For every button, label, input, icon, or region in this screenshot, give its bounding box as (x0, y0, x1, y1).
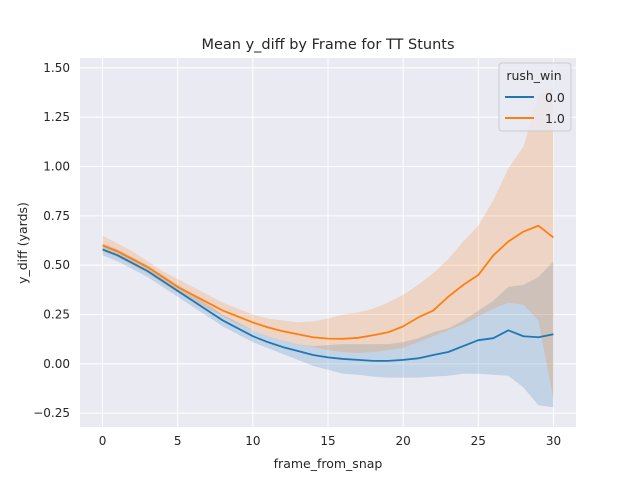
x-tick-labels: 0 5 10 15 20 25 30 (99, 434, 561, 448)
y-tick-label: 0.75 (43, 209, 70, 223)
x-tick-label: 15 (320, 434, 335, 448)
line-series-1 (102, 224, 555, 340)
line-series-0 (102, 248, 554, 362)
chart-title: Mean y_diff by Frame for TT Stunts (201, 37, 454, 53)
legend-label-series-0: 0.0 (545, 90, 565, 105)
legend-label-series-1: 1.0 (545, 111, 565, 126)
y-tick-label: 0.50 (43, 258, 70, 272)
x-tick-label: 30 (546, 434, 561, 448)
ci-band-series-0 (102, 243, 554, 408)
ci-band-series-1 (102, 87, 554, 400)
y-axis-label: y_diff (yards) (15, 202, 30, 284)
legend-title: rush_win (506, 68, 561, 83)
x-tick-label: 25 (471, 434, 486, 448)
x-tick-label: 10 (245, 434, 260, 448)
y-tick-label: −0.25 (33, 406, 70, 420)
x-axis-label: frame_from_snap (274, 456, 383, 471)
y-tick-label: 1.25 (43, 110, 70, 124)
legend-box (498, 62, 572, 132)
y-tick-label: 0.00 (43, 357, 70, 371)
ci-band-layer (102, 87, 554, 408)
x-tick-label: 20 (396, 434, 411, 448)
x-tick-label: 5 (174, 434, 182, 448)
grid-layer (80, 58, 576, 427)
y-tick-label: 0.25 (43, 308, 70, 322)
y-tick-labels: −0.25 0.00 0.25 0.50 0.75 1.00 1.25 1.50 (33, 61, 70, 420)
series-line-layer (102, 224, 555, 362)
y-tick-label: 1.50 (43, 61, 70, 75)
legend: rush_win 0.0 1.0 (498, 62, 572, 132)
x-tick-label: 0 (99, 434, 107, 448)
y-tick-label: 1.00 (43, 160, 70, 174)
